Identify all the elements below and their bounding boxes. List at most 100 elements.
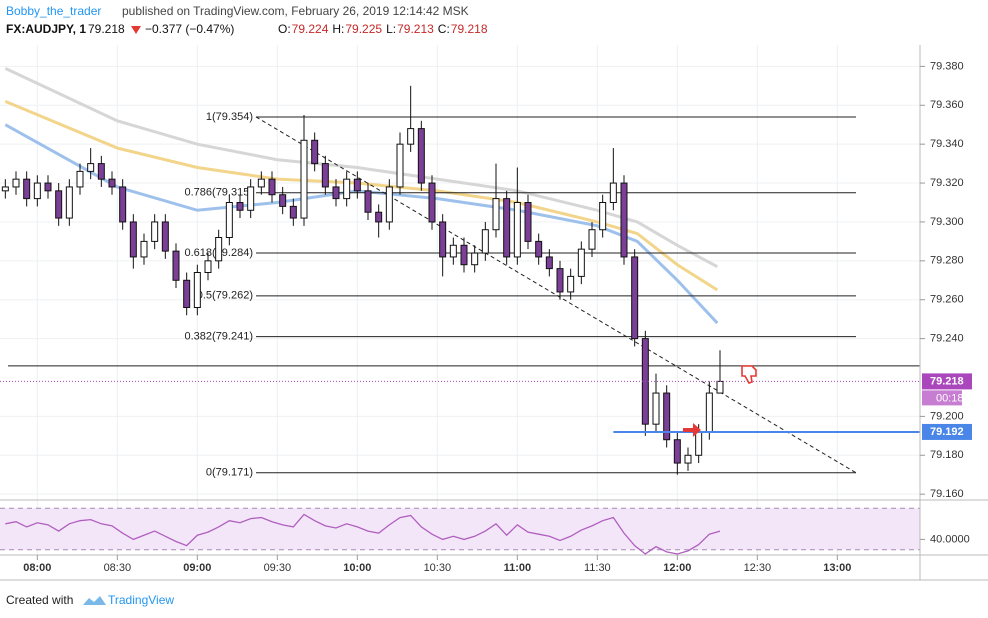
- ohlc-value: 79.225: [345, 22, 382, 36]
- x-tick-label: 10:00: [343, 562, 371, 574]
- candle-body: [140, 240, 148, 258]
- candle-body: [673, 439, 681, 464]
- candle-body: [332, 186, 340, 200]
- last-price-badge: [922, 373, 972, 390]
- candle-body: [663, 392, 671, 441]
- candle-body: [12, 178, 20, 188]
- candle-body: [449, 244, 457, 258]
- candle-body: [385, 186, 393, 223]
- candle-body: [652, 392, 660, 425]
- candle-body: [364, 190, 372, 213]
- candle-body: [87, 163, 95, 172]
- candle-body: [513, 202, 521, 258]
- y-tick-label: 79.200: [930, 410, 964, 422]
- candle-body: [311, 139, 319, 165]
- x-tick-label: 08:00: [23, 562, 51, 574]
- y-tick-label: 79.180: [930, 449, 964, 461]
- support-label: 79.192: [930, 426, 964, 438]
- candle-body: [556, 268, 564, 293]
- candle-body: [609, 182, 617, 204]
- candle-body: [599, 202, 607, 231]
- candle-body: [631, 256, 639, 340]
- x-tick-label: 09:30: [264, 562, 292, 574]
- candle-body: [236, 202, 244, 211]
- ohlc-label: C:: [438, 22, 450, 36]
- candle-body: [353, 178, 361, 192]
- main-pane: 1(79.354)0.786(79.315)0.618(79.284)0.5(7…: [0, 66, 920, 479]
- countdown-label: 00:18: [936, 392, 964, 404]
- y-tick-label: 79.280: [930, 255, 964, 267]
- candle-body: [108, 178, 116, 188]
- y-tick-label: 79.380: [930, 60, 964, 72]
- x-tick-label: 10:30: [424, 562, 452, 574]
- countdown-badge: [922, 390, 962, 406]
- fib-label: 0.382(79.241): [185, 331, 254, 343]
- y-tick-label: 79.160: [930, 488, 964, 500]
- candle-body: [215, 237, 223, 262]
- y-tick-label: 79.340: [930, 138, 964, 150]
- candle-body: [524, 202, 532, 242]
- candle-body: [279, 194, 287, 207]
- x-tick-label: 13:00: [823, 562, 851, 574]
- published: published on TradingView.com, February 2…: [122, 4, 469, 18]
- x-tick-label: 11:00: [504, 562, 532, 574]
- x-tick-label: 12:00: [663, 562, 691, 574]
- down-arrow: [131, 26, 141, 34]
- thumbs-down-icon: [741, 365, 757, 384]
- change: −0.377 (−0.47%): [145, 22, 234, 36]
- y-tick-label: 79.320: [930, 177, 964, 189]
- fib-label: 0.5(79.262): [197, 290, 253, 302]
- candle-body: [620, 182, 628, 258]
- y-tick-label: 79.360: [930, 99, 964, 111]
- candle-body: [55, 190, 63, 219]
- candle-body: [119, 186, 127, 223]
- plot-area: [0, 45, 920, 500]
- candle-body: [300, 139, 308, 219]
- candle-body: [183, 279, 191, 308]
- brand-logo: [83, 596, 106, 605]
- moving-average: [4, 100, 719, 292]
- last: 79.218: [88, 22, 125, 36]
- candle-body: [97, 163, 105, 180]
- ohlc-label: O:: [278, 22, 291, 36]
- fib-label: 0(79.171): [206, 467, 253, 479]
- candle-body: [76, 170, 84, 188]
- rsi-band: [0, 508, 920, 550]
- ohlc-value: 79.213: [397, 22, 434, 36]
- ohlc-label: H:: [332, 22, 344, 36]
- author[interactable]: Bobby_the_trader: [6, 4, 101, 18]
- candle-body: [535, 240, 543, 258]
- candle-body: [705, 392, 713, 433]
- ohlc-label: L:: [386, 22, 396, 36]
- candle-body: [321, 163, 329, 188]
- candle-body: [684, 454, 692, 464]
- candle-body: [417, 128, 425, 184]
- candle-body: [204, 260, 212, 274]
- candle-body: [428, 182, 436, 223]
- candle-body: [460, 244, 468, 266]
- brand[interactable]: TradingView: [108, 593, 174, 607]
- candle-body: [567, 275, 575, 293]
- last-price-label: 79.218: [930, 375, 964, 387]
- rsi-pane: [0, 507, 920, 555]
- candle-body: [268, 178, 276, 196]
- moving-average: [4, 66, 719, 268]
- ohlc-value: 79.218: [451, 22, 488, 36]
- y-tick-label: 79.240: [930, 333, 964, 345]
- candle-body: [193, 272, 201, 308]
- candle-body: [545, 256, 553, 270]
- symbol: FX:AUDJPY, 1: [6, 22, 86, 36]
- candle-body: [65, 186, 73, 219]
- moving-average: [4, 123, 719, 325]
- candle-body: [396, 143, 404, 188]
- candle-body: [129, 221, 137, 258]
- created-with: Created with: [6, 593, 73, 607]
- candle-body: [375, 211, 383, 223]
- y-tick-label: 79.300: [930, 216, 964, 228]
- candle-body: [407, 128, 415, 145]
- candle-body: [225, 202, 233, 238]
- candle-body: [33, 182, 41, 200]
- candle-body: [1, 186, 9, 192]
- candle-body: [577, 248, 585, 277]
